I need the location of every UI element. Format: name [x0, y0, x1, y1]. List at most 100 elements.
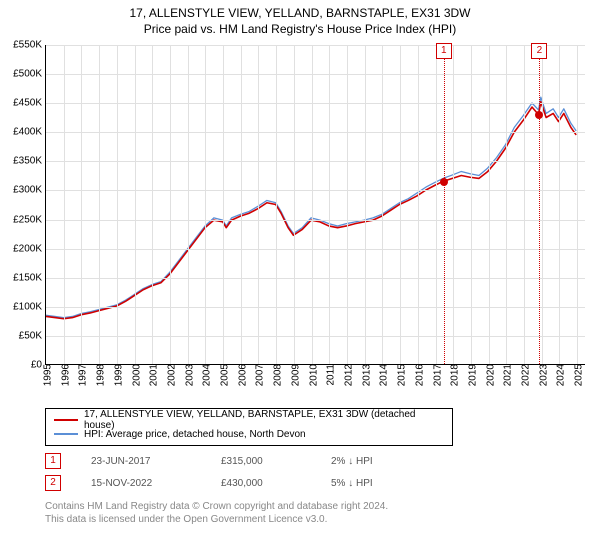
title-sub: Price paid vs. HM Land Registry's House …: [0, 22, 600, 36]
gridline-v: [347, 45, 348, 364]
y-tick-label: £300K: [13, 185, 46, 196]
gridline-v: [258, 45, 259, 364]
sale-marker-line: [444, 45, 445, 364]
x-tick-label: 2007: [251, 364, 266, 386]
x-tick-label: 2004: [198, 364, 213, 386]
y-tick-label: £550K: [13, 40, 46, 51]
sale-date: 23-JUN-2017: [91, 456, 221, 467]
x-tick-label: 2011: [322, 364, 337, 386]
gridline-v: [170, 45, 171, 364]
gridline-v: [312, 45, 313, 364]
legend-swatch: [54, 433, 78, 435]
gridline-v: [99, 45, 100, 364]
footer-line-1: Contains HM Land Registry data © Crown c…: [45, 500, 388, 513]
x-tick-label: 2018: [446, 364, 461, 386]
gridline-h: [46, 249, 585, 250]
x-tick-label: 2005: [216, 364, 231, 386]
gridline-h: [46, 103, 585, 104]
gridline-v: [152, 45, 153, 364]
sales-row: 2 15-NOV-2022£430,0005% ↓ HPI: [45, 472, 431, 494]
gridline-v: [329, 45, 330, 364]
sale-price: £430,000: [221, 478, 331, 489]
sale-marker-dot: [440, 178, 448, 186]
x-tick-label: 2010: [304, 364, 319, 386]
x-tick-label: 2022: [517, 364, 532, 386]
gridline-v: [489, 45, 490, 364]
legend-label: HPI: Average price, detached house, Nort…: [84, 429, 306, 440]
sale-diff: 2% ↓ HPI: [331, 456, 431, 467]
gridline-v: [365, 45, 366, 364]
legend-row: 17, ALLENSTYLE VIEW, YELLAND, BARNSTAPLE…: [54, 413, 444, 427]
footer-text: Contains HM Land Registry data © Crown c…: [45, 500, 388, 526]
x-tick-label: 2003: [180, 364, 195, 386]
gridline-v: [577, 45, 578, 364]
x-tick-label: 2016: [410, 364, 425, 386]
x-tick-label: 2006: [233, 364, 248, 386]
gridline-v: [418, 45, 419, 364]
gridline-v: [400, 45, 401, 364]
gridline-v: [205, 45, 206, 364]
chart-plot-area: £0£50K£100K£150K£200K£250K£300K£350K£400…: [45, 45, 585, 365]
gridline-h: [46, 45, 585, 46]
legend-swatch: [54, 419, 78, 421]
legend-box: 17, ALLENSTYLE VIEW, YELLAND, BARNSTAPLE…: [45, 408, 453, 446]
gridline-v: [81, 45, 82, 364]
sale-number-badge: 1: [45, 453, 61, 469]
gridline-v: [524, 45, 525, 364]
gridline-v: [188, 45, 189, 364]
sales-row: 1 23-JUN-2017£315,0002% ↓ HPI: [45, 450, 431, 472]
sale-price: £315,000: [221, 456, 331, 467]
y-tick-label: £200K: [13, 243, 46, 254]
sale-number-badge: 2: [45, 475, 61, 491]
gridline-v: [471, 45, 472, 364]
gridline-v: [382, 45, 383, 364]
x-tick-label: 2008: [269, 364, 284, 386]
gridline-v: [276, 45, 277, 364]
gridline-h: [46, 161, 585, 162]
x-tick-label: 1997: [74, 364, 89, 386]
y-tick-label: £100K: [13, 301, 46, 312]
gridline-h: [46, 74, 585, 75]
x-tick-label: 1995: [39, 364, 54, 386]
x-tick-label: 2012: [339, 364, 354, 386]
x-tick-label: 2023: [534, 364, 549, 386]
gridline-v: [294, 45, 295, 364]
sales-table: 1 23-JUN-2017£315,0002% ↓ HPI 2 15-NOV-2022…: [45, 450, 431, 494]
x-tick-label: 2013: [357, 364, 372, 386]
footer-line-2: This data is licensed under the Open Gov…: [45, 513, 388, 526]
x-tick-label: 2025: [570, 364, 585, 386]
gridline-h: [46, 307, 585, 308]
gridline-v: [223, 45, 224, 364]
gridline-h: [46, 190, 585, 191]
x-tick-label: 1996: [56, 364, 71, 386]
y-tick-label: £150K: [13, 272, 46, 283]
sale-diff: 5% ↓ HPI: [331, 478, 431, 489]
x-tick-label: 2014: [375, 364, 390, 386]
y-tick-label: £500K: [13, 69, 46, 80]
x-tick-label: 2021: [499, 364, 514, 386]
gridline-v: [436, 45, 437, 364]
gridline-h: [46, 336, 585, 337]
gridline-v: [135, 45, 136, 364]
x-tick-label: 2020: [481, 364, 496, 386]
sale-marker-dot: [535, 111, 543, 119]
title-block: 17, ALLENSTYLE VIEW, YELLAND, BARNSTAPLE…: [0, 0, 600, 36]
x-tick-label: 2002: [162, 364, 177, 386]
y-tick-label: £50K: [19, 330, 46, 341]
gridline-h: [46, 132, 585, 133]
chart-lines-svg: [46, 45, 585, 364]
gridline-v: [117, 45, 118, 364]
x-tick-label: 2019: [463, 364, 478, 386]
y-tick-label: £250K: [13, 214, 46, 225]
x-tick-label: 2001: [145, 364, 160, 386]
x-tick-label: 2024: [552, 364, 567, 386]
y-tick-label: £450K: [13, 98, 46, 109]
sale-marker-badge: 1: [436, 43, 452, 59]
gridline-h: [46, 278, 585, 279]
gridline-v: [542, 45, 543, 364]
x-tick-label: 1999: [109, 364, 124, 386]
gridline-h: [46, 220, 585, 221]
sale-date: 15-NOV-2022: [91, 478, 221, 489]
x-tick-label: 1998: [92, 364, 107, 386]
x-tick-label: 2009: [286, 364, 301, 386]
